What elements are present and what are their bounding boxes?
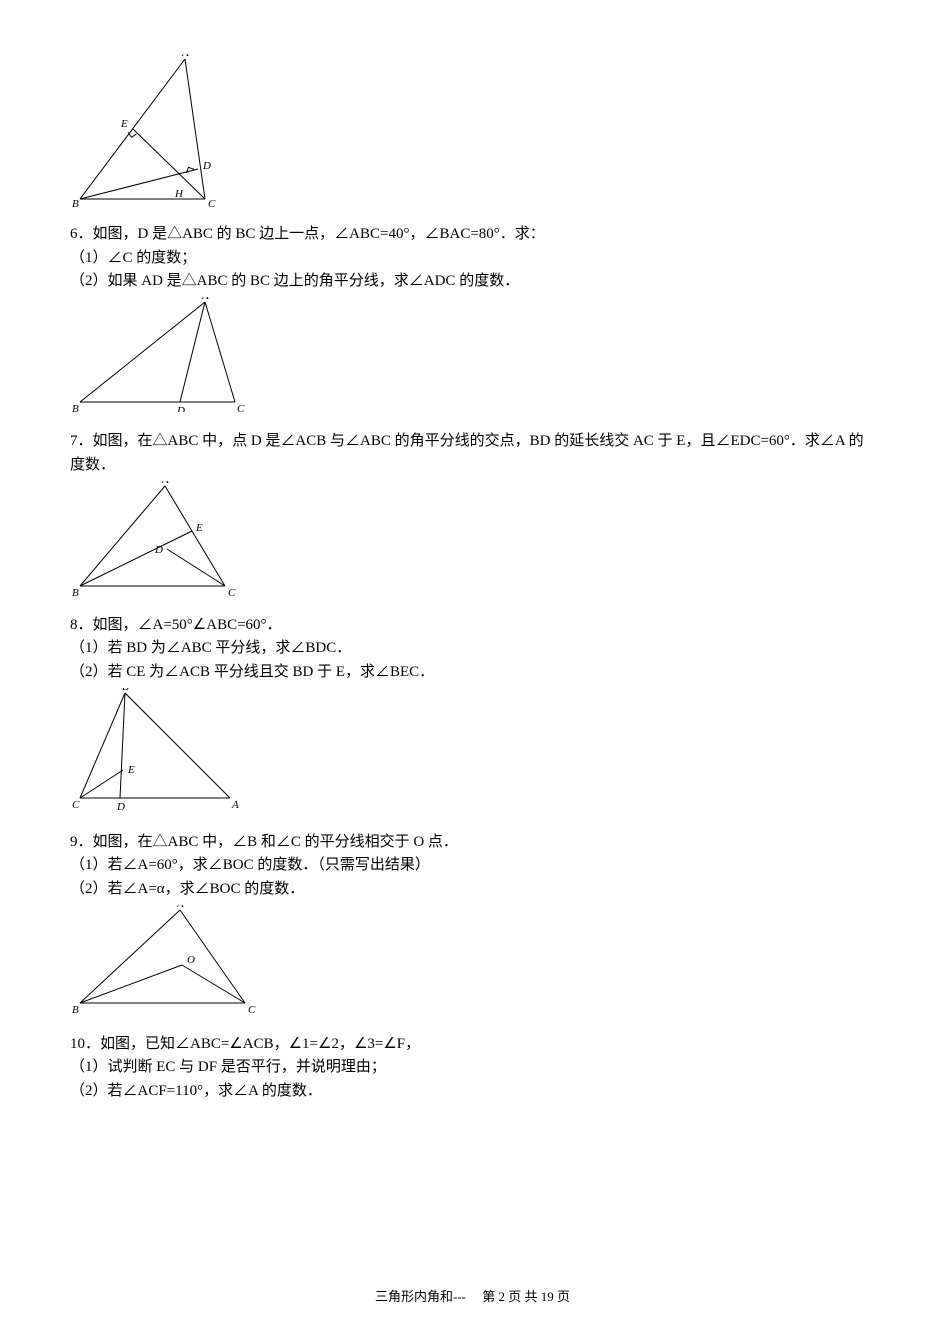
- page-footer: 三角形内角和--- 第 2 页 共 19 页: [0, 1287, 945, 1307]
- problem-9: 9．如图，在△ABC 中，∠B 和∠C 的平分线相交于 O 点． （1）若∠A=…: [70, 831, 875, 1023]
- svg-text:A: A: [201, 297, 209, 302]
- svg-text:B: B: [72, 403, 79, 412]
- svg-text:A: A: [161, 481, 169, 486]
- triangle-diagram-7: A B C E D: [70, 481, 245, 596]
- problem-8-sub1: （1）若 BD 为∠ABC 平分线，求∠BDC．: [70, 637, 875, 660]
- svg-text:O: O: [187, 954, 195, 966]
- svg-text:B: B: [72, 198, 79, 209]
- triangle-diagram-6: A B C D: [70, 297, 250, 412]
- triangle-diagram-9: A B C O: [70, 905, 265, 1015]
- svg-text:A: A: [176, 905, 184, 910]
- footer-total-pages: 19: [541, 1289, 554, 1304]
- svg-text:B: B: [72, 1004, 79, 1015]
- problem-9-sub1: （1）若∠A=60°，求∠BOC 的度数．（只需写出结果）: [70, 854, 875, 877]
- problem-6-text: 6．如图，D 是△ABC 的 BC 边上一点，∠ABC=40°，∠BAC=80°…: [70, 223, 875, 246]
- problem-8-sub2: （2）若 CE 为∠ACB 平分线且交 BD 于 E，求∠BEC．: [70, 661, 875, 684]
- footer-prefix: 三角形内角和--- 第: [375, 1289, 499, 1304]
- svg-text:C: C: [72, 799, 80, 811]
- figure-6: A B C D: [70, 297, 875, 420]
- problem-9-sub2: （2）若∠A=α，求∠BOC 的度数．: [70, 878, 875, 901]
- svg-text:E: E: [195, 522, 203, 534]
- svg-text:A: A: [181, 54, 189, 59]
- problem-10: 10．如图，已知∠ABC=∠ACB，∠1=∠2，∠3=∠F， （1）试判断 EC…: [70, 1033, 875, 1103]
- problem-6-sub2: （2）如果 AD 是△ABC 的 BC 边上的角平分线，求∠ADC 的度数．: [70, 270, 875, 293]
- problem-7-text: 7．如图，在△ABC 中，点 D 是∠ACB 与∠ABC 的角平分线的交点，BD…: [70, 430, 875, 477]
- svg-text:C: C: [237, 403, 245, 412]
- svg-text:D: D: [154, 544, 163, 556]
- problem-6: 6．如图，D 是△ABC 的 BC 边上一点，∠ABC=40°，∠BAC=80°…: [70, 223, 875, 420]
- svg-text:C: C: [208, 198, 216, 209]
- svg-text:C: C: [228, 587, 236, 596]
- svg-text:H: H: [174, 188, 184, 200]
- triangle-diagram-8: B C A D E: [70, 688, 240, 813]
- svg-text:D: D: [202, 160, 211, 172]
- problem-10-sub2: （2）若∠ACF=110°，求∠A 的度数．: [70, 1080, 875, 1103]
- svg-text:C: C: [248, 1004, 256, 1015]
- svg-text:E: E: [127, 764, 135, 776]
- content-area: A B C D E H 6．如图，D 是△ABC 的 BC 边上一点，∠ABC=40°，∠…: [70, 54, 875, 1103]
- svg-text:B: B: [122, 688, 129, 693]
- problem-7: 7．如图，在△ABC 中，点 D 是∠ACB 与∠ABC 的角平分线的交点，BD…: [70, 430, 875, 604]
- figure-5: A B C D E H: [70, 54, 875, 217]
- problem-9-text: 9．如图，在△ABC 中，∠B 和∠C 的平分线相交于 O 点．: [70, 831, 875, 854]
- figure-8: B C A D E: [70, 688, 875, 821]
- problem-10-sub1: （1）试判断 EC 与 DF 是否平行，并说明理由；: [70, 1056, 875, 1079]
- svg-text:E: E: [120, 118, 128, 130]
- svg-text:A: A: [231, 799, 239, 811]
- triangle-diagram-5: A B C D E H: [70, 54, 230, 209]
- problem-8-text: 8．如图，∠A=50°∠ABC=60°．: [70, 614, 875, 637]
- figure-7: A B C E D: [70, 481, 875, 604]
- problem-10-text: 10．如图，已知∠ABC=∠ACB，∠1=∠2，∠3=∠F，: [70, 1033, 875, 1056]
- svg-text:D: D: [176, 405, 185, 412]
- svg-text:B: B: [72, 587, 79, 596]
- footer-mid: 页 共: [505, 1289, 541, 1304]
- problem-6-sub1: （1）∠C 的度数；: [70, 247, 875, 270]
- figure-9: A B C O: [70, 905, 875, 1023]
- page: A B C D E H 6．如图，D 是△ABC 的 BC 边上一点，∠ABC=40°，∠…: [0, 0, 945, 1337]
- footer-suffix: 页: [554, 1289, 570, 1304]
- svg-text:D: D: [116, 801, 125, 813]
- problem-8: 8．如图，∠A=50°∠ABC=60°． （1）若 BD 为∠ABC 平分线，求…: [70, 614, 875, 821]
